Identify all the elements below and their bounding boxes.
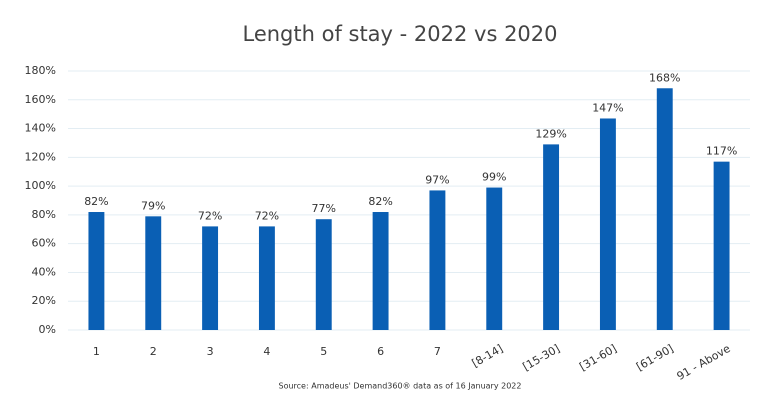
x-tick-label: 3 <box>207 345 214 358</box>
bar <box>258 226 275 330</box>
x-tick-label: [8-14] <box>470 342 506 370</box>
bar <box>88 212 105 330</box>
y-tick-label: 60% <box>32 237 56 250</box>
x-tick-label: 7 <box>434 345 441 358</box>
y-tick-label: 140% <box>25 122 56 135</box>
x-tick-label: 2 <box>150 345 157 358</box>
x-tick-label: 5 <box>320 345 327 358</box>
source-note: Source: Amadeus' Demand360® data as of 1… <box>279 382 522 391</box>
y-tick-label: 120% <box>25 150 56 163</box>
value-label: 168% <box>649 71 680 84</box>
y-tick-label: 180% <box>25 64 56 77</box>
bar <box>543 144 560 330</box>
value-label: 82% <box>368 195 392 208</box>
y-tick-label: 0% <box>39 323 56 336</box>
x-tick-label: [61-90] <box>634 342 676 374</box>
x-tick-label: [31-60] <box>577 342 619 374</box>
x-tick-label: 6 <box>377 345 384 358</box>
value-label: 129% <box>535 127 566 140</box>
bar <box>429 190 446 330</box>
bar <box>372 212 389 330</box>
bar <box>202 226 219 330</box>
x-tick-label: 91 - Above <box>675 342 733 383</box>
y-tick-label: 100% <box>25 179 56 192</box>
x-tick-label: 1 <box>93 345 100 358</box>
value-label: 147% <box>592 101 623 114</box>
y-tick-label: 40% <box>32 265 56 278</box>
bar <box>599 118 616 330</box>
x-tick-label: [15-30] <box>520 342 562 374</box>
y-tick-label: 20% <box>32 294 56 307</box>
value-label: 117% <box>706 145 737 158</box>
y-tick-label: 80% <box>32 208 56 221</box>
value-label: 77% <box>312 202 336 215</box>
bar <box>486 187 503 330</box>
bar <box>656 88 673 331</box>
bar <box>315 219 332 330</box>
value-label: 97% <box>425 173 449 186</box>
bar <box>145 216 162 330</box>
bar <box>713 161 730 330</box>
y-tick-label: 160% <box>25 93 56 106</box>
value-label: 82% <box>84 195 108 208</box>
chart-title: Length of stay - 2022 vs 2020 <box>242 22 557 46</box>
value-label: 99% <box>482 171 506 184</box>
x-tick-label: 4 <box>263 345 270 358</box>
value-label: 79% <box>141 199 165 212</box>
value-label: 72% <box>255 209 279 222</box>
value-label: 72% <box>198 209 222 222</box>
